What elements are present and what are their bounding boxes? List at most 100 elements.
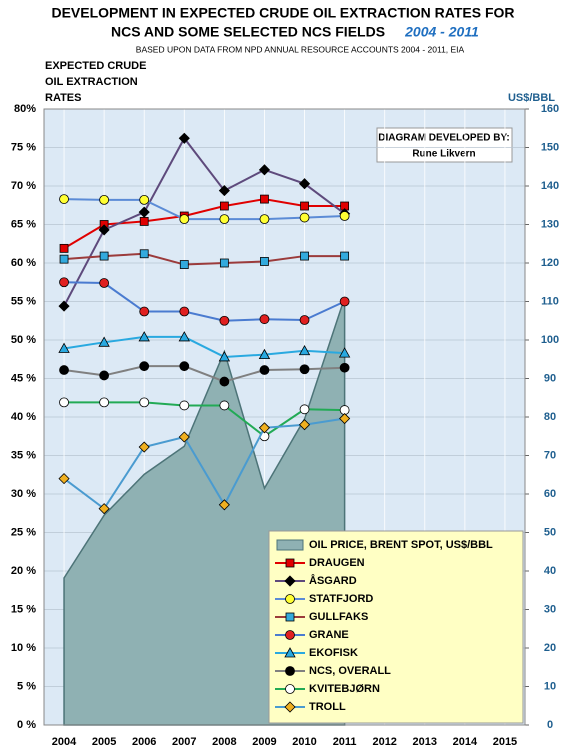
line	[64, 281, 346, 322]
marker	[340, 251, 350, 261]
marker	[218, 499, 230, 511]
marker	[299, 315, 310, 325]
chart-subtitle: BASED UPON DATA FROM NPD ANNUAL RESOURCE…	[136, 44, 465, 54]
y-axis-label: RATES	[45, 92, 81, 104]
y-tick-label: 35 %	[11, 449, 36, 461]
y2-tick-label: 150	[541, 141, 559, 153]
marker	[179, 214, 190, 225]
marker	[284, 575, 296, 587]
marker	[259, 314, 270, 325]
line	[63, 335, 345, 358]
x-tick-label: 2004	[52, 736, 77, 748]
plot-border	[43, 108, 526, 726]
marker	[99, 278, 110, 288]
marker	[179, 260, 189, 269]
marker	[178, 331, 190, 342]
legend-label: DRAUGEN	[309, 557, 365, 569]
marker	[258, 422, 271, 434]
y-axis-label: OIL EXTRACTION	[45, 76, 138, 88]
y-tick-label: 65 %	[11, 218, 36, 230]
marker	[259, 214, 270, 225]
marker	[285, 558, 295, 568]
chart-title: DEVELOPMENT IN EXPECTED CRUDE OIL EXTRAC…	[51, 5, 514, 21]
y2-tick-label: 60	[544, 488, 556, 500]
marker	[139, 397, 150, 408]
marker	[300, 201, 309, 211]
marker	[179, 400, 190, 411]
marker	[285, 630, 295, 640]
marker	[58, 473, 70, 485]
marker	[59, 243, 69, 253]
marker	[98, 336, 110, 347]
marker	[298, 419, 311, 431]
marker	[99, 370, 110, 381]
y-tick-label: 15 %	[11, 603, 36, 615]
marker	[139, 306, 150, 317]
marker	[219, 400, 230, 411]
y2-tick-label: 40	[544, 565, 556, 577]
chart-title-period: 2004 - 2011	[404, 24, 479, 40]
x-tick-label: 2014	[453, 736, 478, 748]
y-tick-label: 10 %	[11, 642, 36, 654]
marker	[218, 185, 230, 197]
marker	[339, 362, 350, 373]
y2-tick-label: 130	[541, 218, 559, 230]
y-tick-label: 30 %	[11, 488, 36, 500]
marker	[138, 441, 150, 453]
marker	[219, 258, 229, 268]
line	[64, 198, 345, 221]
marker	[139, 217, 149, 226]
marker	[338, 347, 351, 358]
x-tick-label: 2007	[172, 736, 196, 748]
y2-tick-label: 30	[544, 603, 556, 615]
marker	[179, 361, 190, 372]
y2-tick-label: 140	[541, 180, 559, 192]
marker	[59, 194, 69, 204]
marker	[138, 331, 150, 342]
marker	[299, 364, 310, 375]
marker	[179, 306, 190, 317]
marker	[99, 251, 109, 261]
x-tick-label: 2008	[212, 736, 236, 748]
line	[63, 136, 346, 307]
legend: OIL PRICE, BRENT SPOT, US$/BBL DRAUGEN ÅSG…	[268, 530, 524, 724]
marker	[260, 257, 269, 266]
marker	[99, 194, 110, 205]
y-tick-label: 45 %	[11, 372, 36, 384]
marker	[259, 365, 270, 375]
marker	[59, 254, 69, 264]
legend-label: STATFJORD	[309, 593, 373, 605]
x-tick-label: 2009	[252, 736, 276, 748]
y2-tick-label: 160	[541, 103, 559, 115]
y-tick-label: 55 %	[11, 295, 36, 307]
marker	[339, 211, 350, 221]
line	[63, 365, 345, 383]
line	[63, 252, 345, 266]
legend-box	[268, 530, 524, 724]
line	[63, 417, 345, 511]
y2-tick-label: 50	[544, 526, 556, 538]
x-tick-label: 2006	[132, 736, 156, 748]
marker	[98, 224, 110, 236]
x-tick-label: 2013	[413, 736, 437, 748]
annotation: Rune Likvern	[412, 149, 475, 160]
marker	[58, 342, 70, 353]
marker	[285, 666, 295, 676]
y2-tick-label: 70	[544, 449, 556, 461]
y2-tick-label: 10	[544, 680, 556, 692]
x-tick-label: 2012	[372, 736, 396, 748]
marker	[59, 277, 69, 288]
marker	[339, 296, 350, 307]
y-tick-label: 20 %	[11, 565, 36, 577]
marker	[285, 612, 295, 622]
y2-tick-label: 90	[544, 372, 556, 384]
marker	[218, 351, 231, 362]
legend-swatch	[276, 539, 304, 551]
marker	[138, 206, 150, 218]
marker	[298, 344, 311, 356]
y-tick-label: 50 %	[11, 334, 36, 346]
annotation-box	[376, 127, 513, 163]
y-tick-label: 40 %	[11, 411, 36, 423]
legend-label: KVITEBJØRN	[309, 683, 380, 695]
